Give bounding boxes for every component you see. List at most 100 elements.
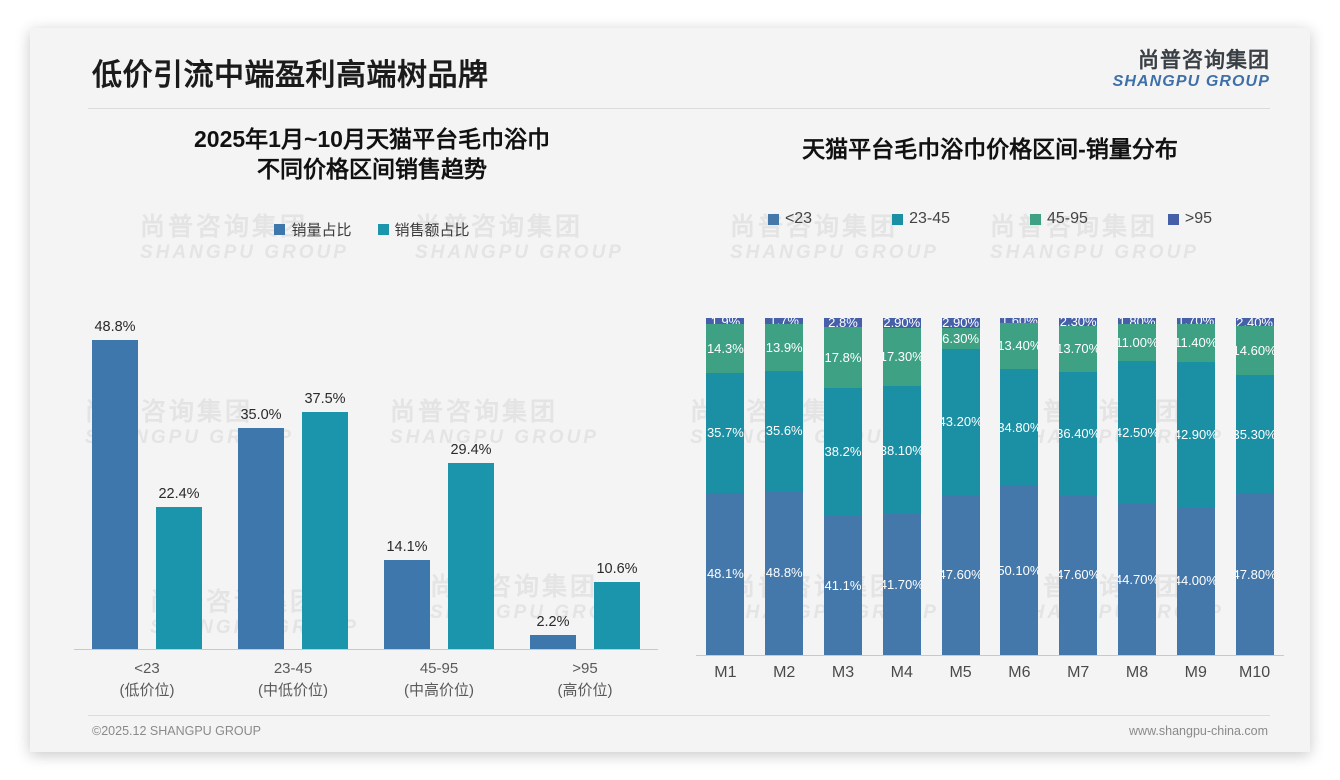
left-legend-item[interactable]: 销量占比 [274, 219, 352, 240]
stacked-segment[interactable]: 2.90% [941, 318, 980, 328]
segment-value-label: 14.60% [1235, 343, 1274, 359]
bar[interactable] [594, 581, 640, 649]
x-tick-range: 23-45 [273, 660, 313, 677]
segment-value-label: 41.1% [824, 578, 862, 594]
x-axis-tick-label: M9 [1184, 664, 1207, 681]
stacked-segment[interactable]: 48.8% [765, 490, 804, 655]
stacked-segment[interactable]: 41.70% [882, 514, 921, 655]
stacked-segment[interactable]: 48.1% [706, 492, 745, 655]
left-legend-item[interactable]: 销售额占比 [377, 219, 470, 240]
segment-value-label: 1.9% [711, 318, 741, 324]
stacked-segment[interactable]: 13.9% [765, 323, 804, 371]
stacked-segment[interactable]: 2.30% [1059, 318, 1098, 326]
stacked-segment[interactable]: 11.00% [1117, 324, 1156, 362]
stacked-segment[interactable]: 41.1% [823, 516, 862, 655]
footer-divider [88, 715, 1270, 716]
bar[interactable] [92, 340, 138, 649]
stacked-segment[interactable]: 35.6% [765, 370, 804, 491]
stacked-bar: 1.9% 14.3% 35.7% 48.1% [706, 318, 745, 655]
stacked-segment[interactable]: 1.9% [706, 318, 745, 325]
stacked-segment[interactable]: 42.50% [1117, 361, 1156, 505]
bar-value-label: 29.4% [450, 442, 492, 458]
stacked-segment[interactable]: 47.60% [1059, 494, 1098, 655]
stacked-segment[interactable]: 13.70% [1059, 325, 1098, 372]
legend-label: 销量占比 [291, 221, 352, 239]
right-legend-item[interactable]: <23 [767, 210, 812, 228]
stacked-segment[interactable]: 47.60% [941, 494, 980, 655]
stacked-segment[interactable]: 34.80% [1000, 368, 1039, 486]
left-chart-title-line1: 2025年1月~10月天猫平台毛巾浴巾 [194, 126, 550, 152]
stacked-segment[interactable]: 38.10% [882, 386, 921, 515]
stacked-segment[interactable]: 2.8% [823, 318, 862, 328]
stacked-bar-column: 1.60% 13.40% 34.80% 50.10% [990, 318, 1049, 655]
stacked-segment[interactable]: 2.40% [1235, 318, 1274, 327]
legend-label: 23-45 [909, 210, 950, 228]
stacked-segment[interactable]: 50.10% [1000, 485, 1039, 655]
bar[interactable] [448, 463, 494, 649]
stacked-bar-column: 2.40% 14.60% 35.30% 47.80% [1225, 318, 1284, 655]
stacked-bar: 2.40% 14.60% 35.30% 47.80% [1235, 318, 1274, 655]
bar-column: 29.4% [448, 320, 494, 649]
bar-column: 37.5% [302, 320, 348, 649]
stacked-segment[interactable]: 38.2% [823, 387, 862, 517]
bar[interactable] [530, 635, 576, 649]
x-axis-tick-label: M4 [890, 664, 913, 681]
stacked-segment[interactable]: 36.40% [1059, 371, 1098, 495]
x-axis-tick-label: <23 (低价位) [74, 658, 220, 702]
x-tick-sublabel: (高价位) [557, 681, 613, 699]
stacked-segment[interactable]: 2.90% [882, 318, 921, 328]
stacked-bar: 2.30% 13.70% 36.40% 47.60% [1059, 318, 1098, 655]
stacked-segment[interactable]: 42.90% [1176, 362, 1215, 507]
stacked-segment[interactable]: 47.80% [1235, 494, 1274, 655]
segment-value-label: 42.90% [1176, 426, 1215, 442]
stacked-segment[interactable]: 11.40% [1176, 323, 1215, 363]
right-legend-item[interactable]: >95 [1167, 210, 1212, 228]
footer-website: www.shangpu-china.com [1129, 724, 1268, 738]
bar[interactable] [238, 427, 284, 649]
stacked-segment[interactable]: 17.8% [823, 327, 862, 388]
bar-value-label: 10.6% [596, 560, 638, 577]
bar-value-label: 37.5% [304, 390, 346, 407]
stacked-segment[interactable]: 35.7% [706, 372, 745, 493]
stacked-bar-column: 2.90% 6.30% 43.20% 47.60% [931, 318, 990, 655]
bar[interactable] [156, 507, 202, 649]
segment-value-label: 47.60% [1059, 567, 1097, 583]
stacked-segment[interactable]: 14.3% [706, 324, 745, 373]
x-tick-range: >95 [572, 660, 598, 677]
segment-value-label: 14.3% [706, 341, 744, 356]
stacked-segment[interactable]: 43.20% [941, 349, 980, 495]
logo-english-text: SHANGPU GROUP [1112, 72, 1270, 90]
stacked-segment[interactable]: 1.60% [1000, 318, 1039, 324]
stacked-segment[interactable]: 1.70% [1176, 318, 1215, 324]
stacked-bar-column: 2.30% 13.70% 36.40% 47.60% [1049, 318, 1108, 655]
stacked-segment[interactable]: 6.30% [941, 327, 980, 349]
stacked-segment[interactable]: 44.00% [1176, 506, 1215, 655]
bar-group: 2.2% 10.6% [512, 320, 658, 649]
logo-chinese-text: 尚普咨询集团 [1138, 49, 1270, 72]
segment-value-label: 48.8% [765, 565, 803, 581]
x-axis-tick-label: >95 (高价位) [512, 658, 658, 702]
segment-value-label: 34.80% [1000, 419, 1038, 435]
stacked-bar: 1.7% 13.9% 35.6% 48.8% [765, 318, 804, 655]
x-axis-tick-label: 23-45 (中低价位) [220, 658, 366, 702]
stacked-segment[interactable]: 35.30% [1235, 375, 1274, 495]
segment-value-label: 6.30% [942, 330, 980, 346]
bar[interactable] [302, 411, 348, 649]
right-legend-item[interactable]: 23-45 [892, 210, 950, 228]
stacked-segment[interactable]: 14.60% [1235, 326, 1274, 376]
segment-value-label: 47.80% [1235, 567, 1274, 583]
stacked-segment[interactable]: 13.40% [1000, 323, 1039, 369]
stacked-segment[interactable]: 1.80% [1117, 318, 1156, 325]
x-tick-sublabel: (中高价位) [404, 681, 474, 699]
stacked-segment[interactable]: 1.7% [765, 318, 804, 324]
bar-value-label: 14.1% [386, 538, 428, 555]
segment-value-label: 43.20% [941, 414, 980, 430]
bar[interactable] [384, 559, 430, 649]
segment-value-label: 13.40% [1000, 338, 1038, 354]
segment-value-label: 11.00% [1117, 335, 1156, 351]
stacked-segment[interactable]: 17.30% [882, 327, 921, 387]
stacked-bar-column: 1.80% 11.00% 42.50% 44.70% [1108, 318, 1167, 655]
right-legend-item[interactable]: 45-95 [1030, 210, 1088, 228]
stacked-segment[interactable]: 44.70% [1117, 504, 1156, 655]
right-chart-legend: <23 23-45 45-95 >95 [690, 210, 1290, 228]
